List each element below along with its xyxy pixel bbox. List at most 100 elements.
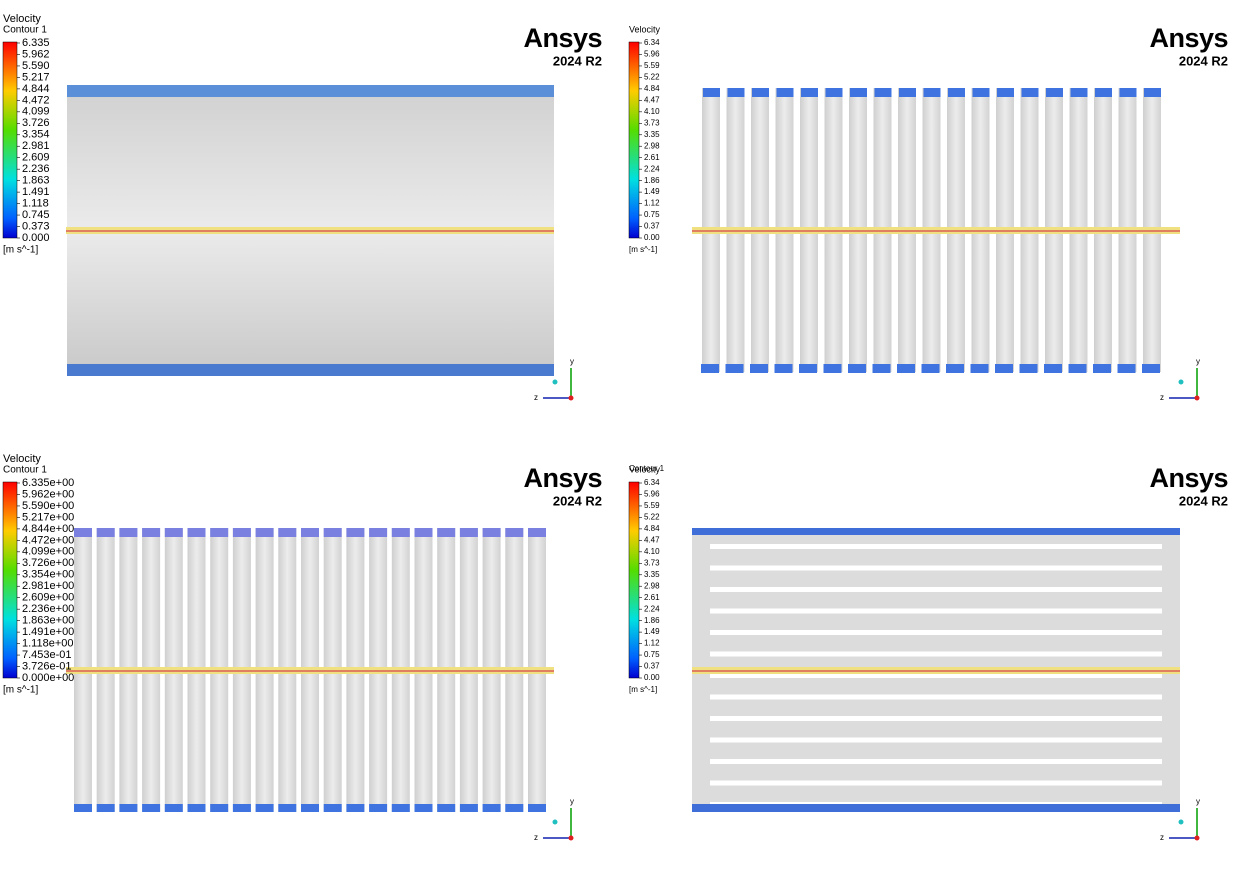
axis-origin: [568, 835, 574, 841]
slat-cap: [1142, 364, 1160, 373]
slat-cap: [323, 528, 342, 537]
slat-cap: [874, 88, 892, 97]
slat-cap: [164, 528, 183, 537]
logo: Ansys: [523, 23, 602, 53]
legend-label: 6.335e+00: [22, 477, 74, 489]
slat-cap: [414, 528, 433, 537]
slat-cap: [946, 364, 964, 373]
legend-label: 5.962e+00: [22, 488, 74, 500]
stripe: [710, 608, 1162, 614]
slat-cap: [948, 88, 965, 97]
slat-cap: [414, 804, 433, 812]
stripe: [710, 780, 1162, 786]
legend-label: 6.335: [22, 37, 50, 49]
legend-label: 3.354: [22, 129, 50, 141]
slat-cap: [923, 88, 941, 97]
wall-bottom: [67, 364, 554, 376]
axis-y-label: y: [570, 357, 574, 366]
legend-title: Velocity: [629, 24, 661, 34]
legend-label: 2.609: [22, 152, 50, 164]
mid-band: [692, 672, 1180, 674]
legend-label: 2.98: [644, 141, 660, 150]
axis-z-label: z: [534, 833, 538, 842]
color-bar: [2, 41, 18, 239]
slat-cap: [1093, 364, 1111, 373]
legend-label: 6.34: [644, 38, 660, 47]
legend-label: 0.37: [644, 662, 660, 671]
legend-label: 4.099: [22, 106, 50, 118]
legend-label: 3.726e-01: [22, 660, 72, 672]
axis-x: [1178, 819, 1184, 825]
legend-label: 1.12: [644, 639, 660, 648]
legend-label: 4.099e+00: [22, 546, 74, 558]
legend-label: 0.37: [644, 222, 660, 231]
slat-cap: [825, 88, 843, 97]
slat-cap: [232, 528, 251, 537]
legend-label: 4.47: [644, 535, 660, 544]
slat-cap: [210, 528, 229, 537]
legend-label: 4.472e+00: [22, 534, 74, 546]
color-bar: [2, 481, 18, 679]
slat-cap: [74, 528, 92, 537]
legend-label: 5.217: [22, 71, 50, 83]
slat-cap: [96, 804, 115, 812]
legend-title: Velocity: [3, 453, 41, 465]
slat-cap: [391, 804, 410, 812]
legend-label: 6.34: [644, 478, 660, 487]
mid-band: [66, 227, 554, 230]
slat-cap: [482, 528, 501, 537]
wall-top: [692, 528, 1180, 535]
legend-label: 2.981e+00: [22, 580, 74, 592]
slat-cap: [848, 364, 866, 373]
legend-label: 2.98: [644, 581, 660, 590]
slat-cap: [528, 804, 546, 812]
stripe: [710, 694, 1162, 700]
slat-cap: [437, 804, 456, 812]
legend-label: 5.590: [22, 60, 50, 72]
slat-cap: [703, 88, 720, 97]
slat-cap: [899, 88, 916, 97]
slat-cap: [346, 528, 365, 537]
legend-label: 5.59: [644, 501, 660, 510]
slat-cap: [972, 88, 990, 97]
legend-label: 5.962: [22, 48, 50, 60]
legend-unit: [m s^-1]: [629, 685, 657, 694]
mid-band: [692, 230, 1180, 232]
legend-label: 1.118: [22, 197, 49, 209]
legend-unit: [m s^-1]: [3, 685, 38, 696]
slat-cap: [799, 364, 817, 373]
legend-label: 0.75: [644, 210, 660, 219]
legend-label: 7.453e-01: [22, 649, 72, 661]
slat-cap: [995, 364, 1013, 373]
legend-label: 5.22: [644, 73, 660, 82]
slat-cap: [74, 804, 92, 812]
slat-cap: [459, 528, 478, 537]
logo: Ansys: [1149, 463, 1228, 493]
axis-x: [552, 379, 558, 385]
slat-cap: [1044, 364, 1062, 373]
legend-label: 2.981: [22, 140, 50, 152]
mid-band: [66, 667, 554, 670]
legend-label: 2.61: [644, 593, 660, 602]
slat-cap: [528, 528, 546, 537]
legend-label: 2.61: [644, 153, 660, 162]
slat-cap: [301, 528, 319, 537]
slat-cap: [1144, 88, 1161, 97]
mid-band: [692, 232, 1180, 234]
slat-cap: [776, 88, 794, 97]
stripe: [710, 673, 1162, 678]
legend-subtitle: Contour 1: [3, 465, 47, 476]
slat-cap: [142, 804, 161, 812]
legend-label: 4.10: [644, 107, 660, 116]
legend-label: 5.590e+00: [22, 500, 74, 512]
legend-label: 5.22: [644, 513, 660, 522]
axis-origin: [1194, 395, 1200, 401]
slat-cap: [774, 364, 793, 373]
slat-cap: [119, 528, 138, 537]
slat-cap: [369, 804, 388, 812]
stripe: [710, 651, 1162, 657]
version: 2024 R2: [553, 53, 602, 68]
color-bar: [628, 481, 640, 679]
legend-label: 3.726e+00: [22, 557, 74, 569]
